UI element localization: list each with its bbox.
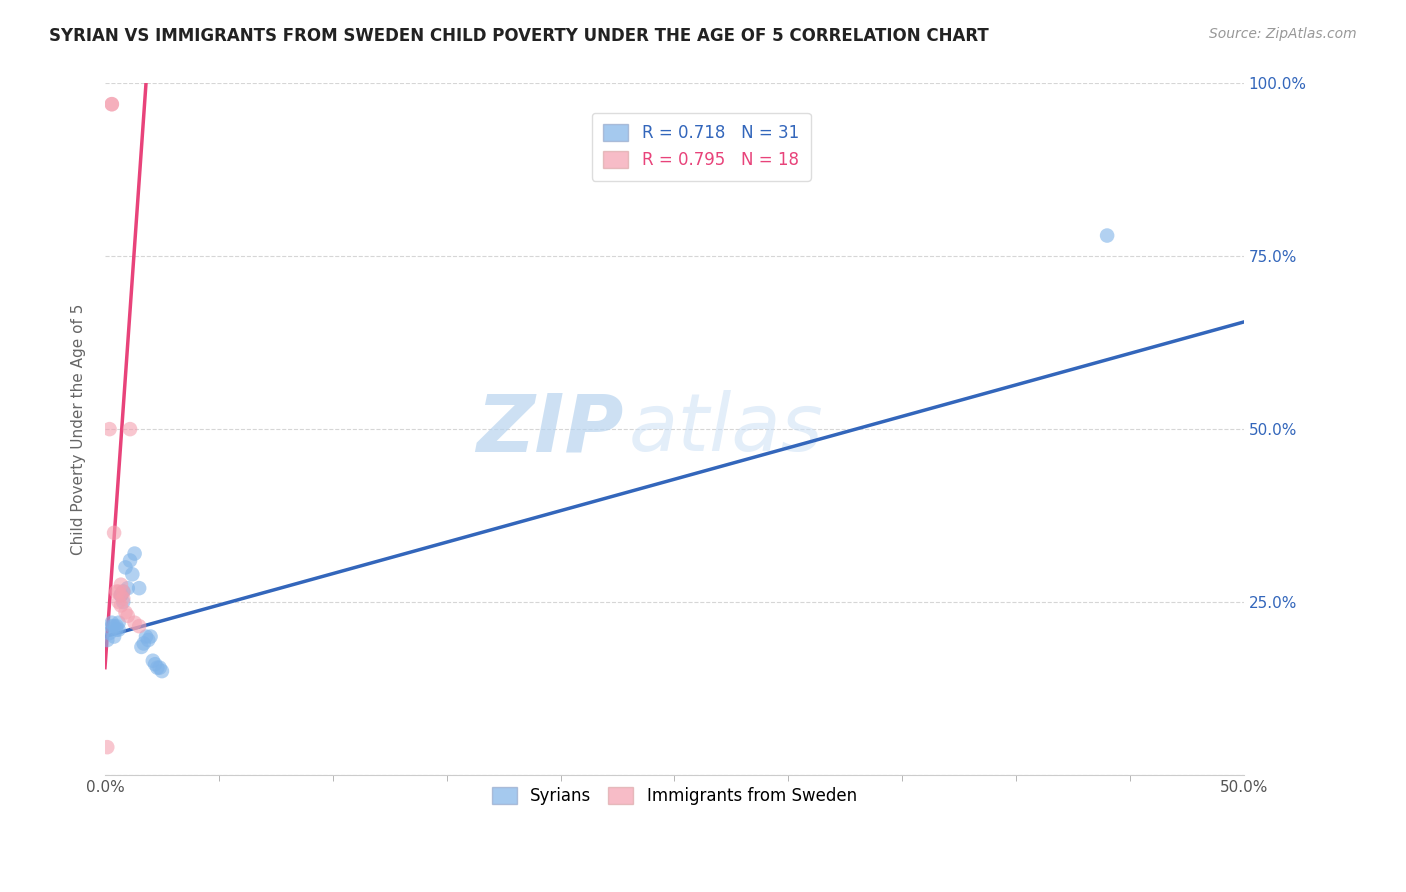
Point (118, 422, 141, 436)
Point (101, 97, 124, 112)
Point (124, 615, 146, 630)
Point (103, 630, 125, 644)
Point (132, 636, 155, 650)
Point (1095, 228, 1118, 243)
Point (146, 660, 169, 674)
Point (136, 632, 159, 647)
Point (105, 619, 128, 633)
Point (103, 525, 125, 540)
Point (107, 584, 129, 599)
Point (117, 581, 139, 595)
Point (110, 588, 132, 602)
Point (112, 595, 135, 609)
Point (103, 619, 125, 633)
Point (135, 630, 157, 644)
Point (114, 605, 136, 619)
Point (114, 560, 136, 574)
Point (105, 584, 128, 599)
Text: SYRIAN VS IMMIGRANTS FROM SWEDEN CHILD POVERTY UNDER THE AGE OF 5 CORRELATION CH: SYRIAN VS IMMIGRANTS FROM SWEDEN CHILD P… (49, 27, 988, 45)
Point (112, 584, 135, 599)
Point (98, 422, 121, 436)
Point (110, 588, 132, 602)
Point (110, 577, 132, 591)
Point (110, 588, 132, 602)
Point (121, 567, 143, 582)
Text: ZIP: ZIP (475, 390, 623, 468)
Text: Source: ZipAtlas.com: Source: ZipAtlas.com (1209, 27, 1357, 41)
Point (117, 608, 139, 623)
Point (128, 581, 150, 595)
Point (96, 740, 118, 755)
Point (128, 619, 150, 633)
Point (131, 640, 153, 654)
Point (142, 654, 165, 668)
Point (124, 547, 146, 561)
Point (101, 619, 124, 633)
Point (101, 97, 124, 112)
Text: atlas: atlas (628, 390, 824, 468)
Point (110, 599, 132, 613)
Point (112, 591, 135, 606)
Point (101, 615, 124, 630)
Point (139, 630, 162, 644)
Point (107, 595, 129, 609)
Point (149, 660, 172, 674)
Point (107, 615, 129, 630)
Point (107, 623, 129, 637)
Point (112, 584, 135, 599)
Point (96, 632, 118, 647)
Legend: Syrians, Immigrants from Sweden: Syrians, Immigrants from Sweden (482, 777, 866, 815)
Y-axis label: Child Poverty Under the Age of 5: Child Poverty Under the Age of 5 (72, 303, 86, 555)
Point (105, 623, 128, 637)
Point (98, 626, 121, 640)
Point (143, 657, 166, 672)
Point (150, 664, 173, 678)
Point (118, 553, 141, 567)
